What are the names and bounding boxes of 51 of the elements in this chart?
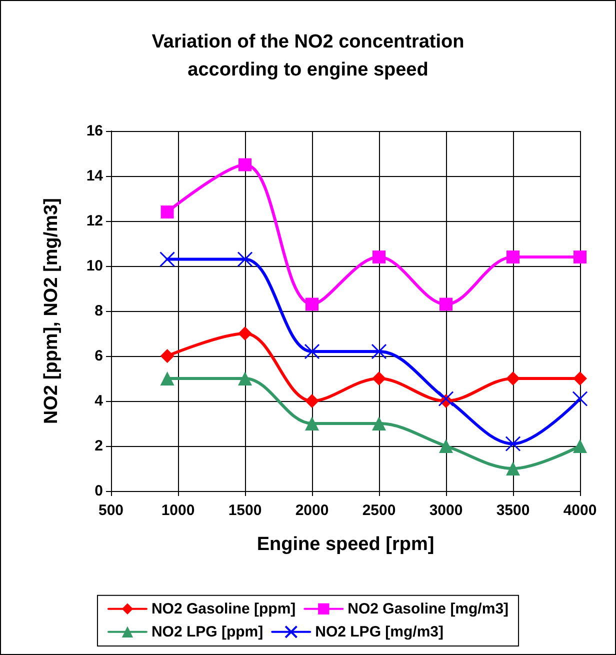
point xyxy=(372,372,386,386)
point xyxy=(238,372,252,386)
point xyxy=(573,439,587,453)
x-tick-label: 3500 xyxy=(496,502,530,519)
point xyxy=(506,372,520,386)
y-tick-label: 10 xyxy=(86,258,103,274)
point xyxy=(372,416,386,430)
x-tick-label: 1500 xyxy=(228,502,262,519)
x-tick-label: 4000 xyxy=(563,502,597,519)
y-tick-label: 16 xyxy=(86,122,103,140)
legend-label: NO2 LPG [mg/m3] xyxy=(315,623,444,640)
point xyxy=(160,372,174,386)
x-tick-label: 3000 xyxy=(429,502,463,519)
point xyxy=(573,372,587,386)
point xyxy=(440,298,452,311)
point xyxy=(438,391,454,406)
point xyxy=(160,349,174,363)
x-tick-label: 2000 xyxy=(295,502,329,519)
x-tick-label: 1000 xyxy=(161,502,195,519)
y-axis-title: NO2 [ppm], NO2 [mg/m3] xyxy=(41,198,62,424)
legend-label: NO2 LPG [ppm] xyxy=(151,623,264,640)
y-tick-label: 4 xyxy=(94,392,104,410)
point xyxy=(238,158,252,172)
legend-label: NO2 Gasoline [mg/m3] xyxy=(348,600,509,618)
point xyxy=(305,416,319,430)
x-tick-label: 2500 xyxy=(362,502,396,519)
y-tick-label: 12 xyxy=(86,212,103,230)
point xyxy=(572,391,588,406)
point xyxy=(372,250,386,264)
y-tick-label: 2 xyxy=(94,438,103,454)
legend-label: NO2 Gasoline [ppm] xyxy=(151,600,296,618)
point xyxy=(506,250,520,264)
point xyxy=(574,250,586,264)
point xyxy=(306,298,318,311)
point xyxy=(506,462,520,476)
y-tick-label: 14 xyxy=(86,168,104,184)
point xyxy=(304,344,320,360)
point xyxy=(371,344,387,360)
y-tick-label: 0 xyxy=(94,482,103,500)
y-tick-label: 8 xyxy=(94,302,103,320)
point xyxy=(238,326,252,340)
x-tick-label: 500 xyxy=(98,502,124,519)
x-axis-title: Engine speed [rpm] xyxy=(256,534,434,555)
point xyxy=(160,252,176,267)
chart-title: Variation of the NO2 concentration according to engine speed xyxy=(152,32,464,80)
point xyxy=(505,436,521,452)
point xyxy=(439,439,453,453)
y-tick-label: 6 xyxy=(94,348,103,364)
point xyxy=(237,252,253,267)
point xyxy=(305,394,319,408)
point xyxy=(160,206,174,218)
